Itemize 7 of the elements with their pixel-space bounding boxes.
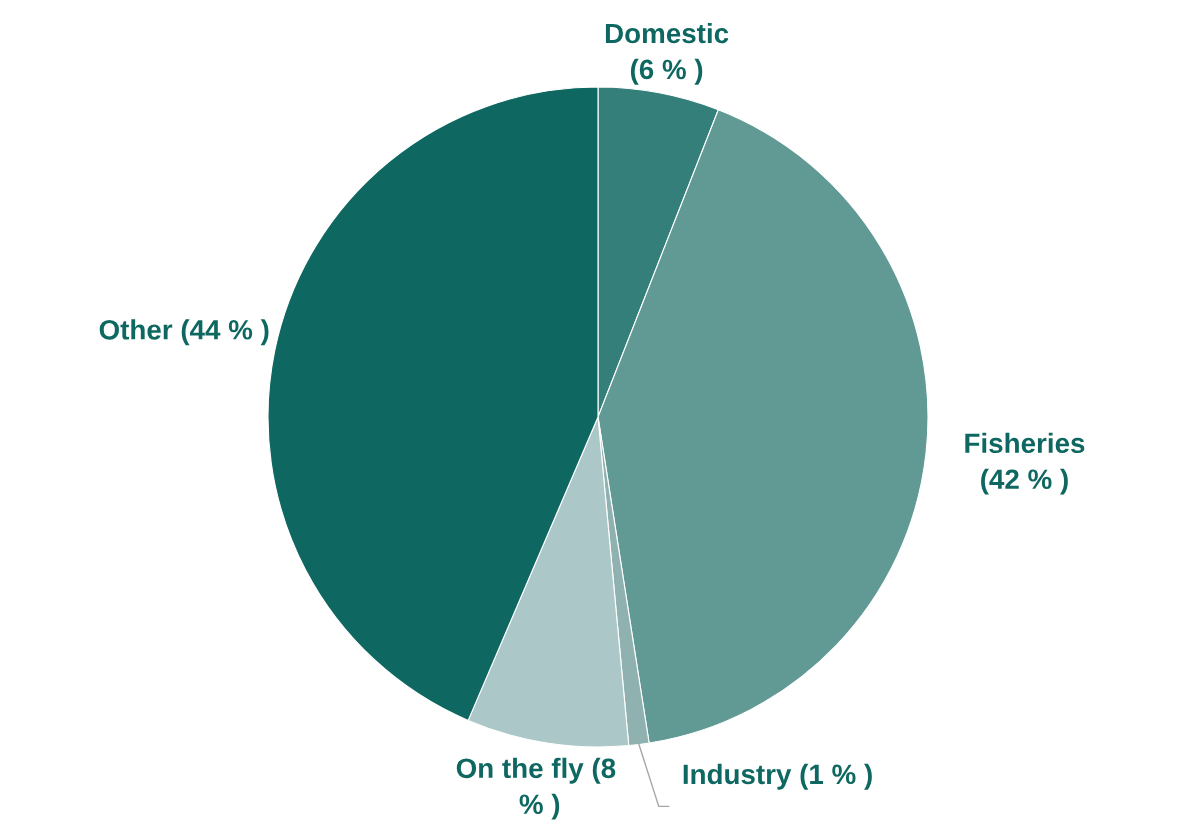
slice-label: Domestic (605, 22, 729, 44)
data-label: (6 % ) (630, 58, 703, 85)
data-label: (42 % ) (981, 468, 1068, 495)
slice-label: Fisheries (965, 432, 1085, 454)
slice-label: Industry (1 % ) (683, 763, 872, 790)
slice-label: Other (44 % ) (99, 319, 269, 346)
slice-label: On the fly (8 % ) (456, 757, 616, 820)
